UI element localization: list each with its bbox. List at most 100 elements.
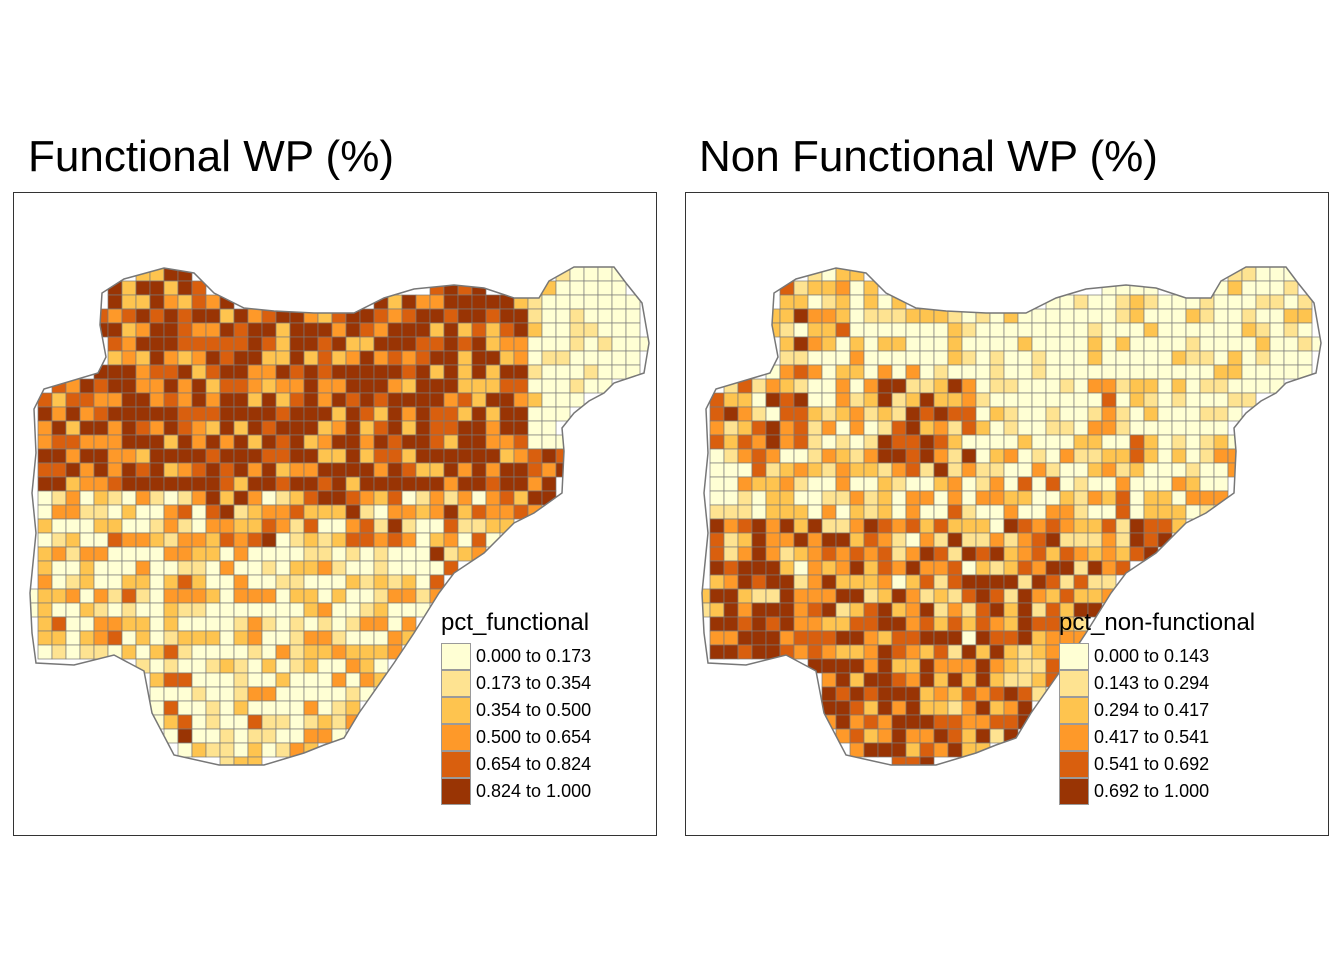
lga-polygon <box>1031 588 1047 604</box>
legend-label: 0.500 to 0.654 <box>476 727 592 747</box>
lga-polygon <box>1157 336 1173 352</box>
lga-polygon <box>429 476 445 492</box>
lga-polygon <box>807 308 823 324</box>
lga-polygon <box>373 420 389 436</box>
lga-polygon <box>261 714 277 730</box>
lga-polygon <box>79 518 95 534</box>
lga-polygon <box>541 476 557 492</box>
lga-polygon <box>723 490 739 506</box>
lga-polygon <box>261 476 277 492</box>
lga-polygon <box>793 406 809 422</box>
lga-polygon <box>1017 644 1033 660</box>
lga-polygon <box>303 658 319 674</box>
lga-polygon <box>1115 294 1131 310</box>
lga-polygon <box>891 434 907 450</box>
lga-polygon <box>1031 336 1047 352</box>
lga-polygon <box>387 518 403 534</box>
lga-polygon <box>975 644 991 660</box>
lga-polygon <box>443 560 459 576</box>
lga-polygon <box>1003 686 1019 702</box>
lga-polygon <box>1171 420 1187 436</box>
lga-polygon <box>387 616 403 632</box>
lga-polygon <box>989 560 1005 576</box>
lga-polygon <box>415 350 431 366</box>
lga-polygon <box>989 434 1005 450</box>
lga-polygon <box>149 420 165 436</box>
lga-polygon <box>37 560 53 576</box>
lga-polygon <box>1059 294 1075 310</box>
lga-polygon <box>877 518 893 534</box>
lga-polygon <box>1003 616 1019 632</box>
lga-polygon <box>1045 392 1061 408</box>
lga-polygon <box>457 504 473 520</box>
lga-polygon <box>317 728 333 744</box>
lga-polygon <box>1129 406 1145 422</box>
lga-polygon <box>765 448 781 464</box>
lga-polygon <box>79 434 95 450</box>
lga-polygon <box>401 336 417 352</box>
lga-polygon <box>1045 378 1061 394</box>
lga-polygon <box>1115 532 1131 548</box>
lga-polygon <box>849 588 865 604</box>
lga-polygon <box>387 476 403 492</box>
lga-polygon <box>709 518 725 534</box>
lga-polygon <box>989 644 1005 660</box>
lga-polygon <box>247 406 263 422</box>
lga-polygon <box>1073 322 1089 338</box>
lga-polygon <box>401 518 417 534</box>
lga-polygon <box>527 420 543 436</box>
lga-polygon <box>177 742 193 758</box>
lga-polygon <box>51 616 67 632</box>
lga-polygon <box>415 448 431 464</box>
lga-polygon <box>443 420 459 436</box>
lga-polygon <box>933 504 949 520</box>
lga-polygon <box>863 714 879 730</box>
lga-polygon <box>51 532 67 548</box>
lga-polygon <box>1031 560 1047 576</box>
lga-polygon <box>1073 336 1089 352</box>
lga-polygon <box>1185 336 1201 352</box>
lga-polygon <box>709 434 725 450</box>
lga-polygon <box>863 588 879 604</box>
lga-polygon <box>331 518 347 534</box>
lga-polygon <box>933 546 949 562</box>
lga-polygon <box>821 602 837 618</box>
lga-polygon <box>849 308 865 324</box>
lga-polygon <box>233 378 249 394</box>
lga-polygon <box>751 392 767 408</box>
lga-polygon <box>79 588 95 604</box>
lga-polygon <box>1045 546 1061 562</box>
lga-polygon <box>1101 294 1117 310</box>
lga-polygon <box>1129 532 1145 548</box>
lga-polygon <box>471 490 487 506</box>
lga-polygon <box>149 462 165 478</box>
lga-polygon <box>1199 434 1215 450</box>
lga-polygon <box>457 350 473 366</box>
lga-polygon <box>205 420 221 436</box>
lga-polygon <box>1115 462 1131 478</box>
lga-polygon <box>219 560 235 576</box>
lga-polygon <box>205 574 221 590</box>
lga-polygon <box>527 364 543 380</box>
lga-polygon <box>905 518 921 534</box>
legend-item: 0.000 to 0.143 <box>1059 643 1255 670</box>
lga-polygon <box>1283 350 1299 366</box>
lga-polygon <box>233 700 249 716</box>
lga-polygon <box>373 588 389 604</box>
lga-polygon <box>737 504 753 520</box>
lga-polygon <box>121 644 137 660</box>
lga-polygon <box>345 350 361 366</box>
lga-polygon <box>849 546 865 562</box>
legend-label: 0.354 to 0.500 <box>476 700 592 720</box>
lga-polygon <box>191 588 207 604</box>
lga-polygon <box>387 434 403 450</box>
lga-polygon <box>429 532 445 548</box>
lga-polygon <box>93 476 109 492</box>
lga-polygon <box>961 602 977 618</box>
lga-polygon <box>849 490 865 506</box>
lga-polygon <box>1073 560 1089 576</box>
lga-polygon <box>849 532 865 548</box>
lga-polygon <box>65 462 81 478</box>
lga-polygon <box>233 742 249 758</box>
lga-polygon <box>191 532 207 548</box>
